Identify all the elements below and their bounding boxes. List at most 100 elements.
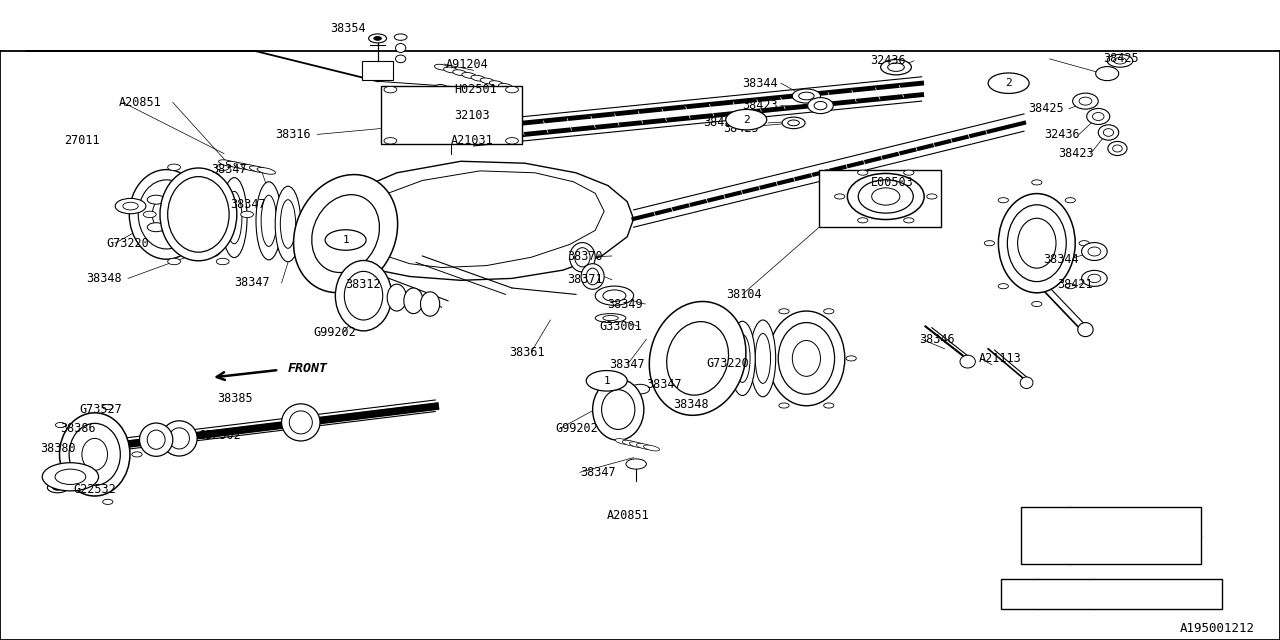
Bar xyxy=(1021,507,1201,564)
Text: 38425: 38425 xyxy=(1028,102,1064,115)
Circle shape xyxy=(1028,527,1064,545)
Circle shape xyxy=(168,164,180,170)
Bar xyxy=(1001,579,1222,609)
Ellipse shape xyxy=(489,81,503,86)
Ellipse shape xyxy=(1018,218,1056,268)
Text: 38347: 38347 xyxy=(609,358,645,371)
Text: 27011: 27011 xyxy=(64,134,100,147)
Text: 38347: 38347 xyxy=(646,378,682,390)
Circle shape xyxy=(55,422,65,428)
Text: A21113: A21113 xyxy=(979,352,1021,365)
Ellipse shape xyxy=(1093,113,1103,120)
Text: 2: 2 xyxy=(1005,78,1012,88)
Text: 38349: 38349 xyxy=(607,298,643,310)
Text: G99202: G99202 xyxy=(314,326,356,339)
Ellipse shape xyxy=(453,70,467,76)
Circle shape xyxy=(384,86,397,93)
Ellipse shape xyxy=(735,334,750,382)
Ellipse shape xyxy=(649,301,746,415)
Ellipse shape xyxy=(152,196,180,232)
Ellipse shape xyxy=(420,292,440,316)
Ellipse shape xyxy=(1088,247,1101,256)
Ellipse shape xyxy=(570,243,595,272)
Text: 38371: 38371 xyxy=(567,273,603,286)
Text: G34001: G34001 xyxy=(1079,516,1124,529)
Text: G22532: G22532 xyxy=(73,483,115,496)
Ellipse shape xyxy=(59,413,131,496)
Ellipse shape xyxy=(792,89,820,103)
Ellipse shape xyxy=(1082,243,1107,260)
Ellipse shape xyxy=(161,421,197,456)
Ellipse shape xyxy=(435,132,451,143)
Ellipse shape xyxy=(404,288,422,314)
Text: 38316: 38316 xyxy=(275,128,311,141)
Ellipse shape xyxy=(438,111,445,116)
Text: G99202: G99202 xyxy=(556,422,598,435)
Circle shape xyxy=(102,404,113,410)
Text: < -'17MY1609>: < -'17MY1609> xyxy=(1098,588,1190,600)
Ellipse shape xyxy=(622,440,639,446)
Circle shape xyxy=(927,194,937,199)
Text: 38347: 38347 xyxy=(230,198,266,211)
Text: 38421: 38421 xyxy=(1057,278,1093,291)
Circle shape xyxy=(858,170,868,175)
Ellipse shape xyxy=(792,340,820,376)
Ellipse shape xyxy=(814,102,827,110)
Text: 2: 2 xyxy=(1016,589,1021,599)
Circle shape xyxy=(52,485,63,490)
Circle shape xyxy=(369,34,387,43)
Circle shape xyxy=(835,194,845,199)
Text: 38423: 38423 xyxy=(1059,147,1094,160)
Circle shape xyxy=(904,218,914,223)
Circle shape xyxy=(1032,301,1042,307)
Text: G73527: G73527 xyxy=(79,403,122,416)
Ellipse shape xyxy=(630,442,645,448)
Circle shape xyxy=(506,86,518,93)
Ellipse shape xyxy=(293,175,398,292)
Ellipse shape xyxy=(1079,97,1092,105)
Ellipse shape xyxy=(1096,67,1119,81)
Ellipse shape xyxy=(242,164,260,171)
Ellipse shape xyxy=(434,64,449,70)
Ellipse shape xyxy=(462,72,476,78)
Ellipse shape xyxy=(644,445,659,451)
Ellipse shape xyxy=(344,271,383,320)
Ellipse shape xyxy=(887,63,905,71)
Ellipse shape xyxy=(433,84,448,95)
Circle shape xyxy=(756,356,767,361)
Circle shape xyxy=(374,36,381,40)
Text: 38425: 38425 xyxy=(1103,52,1139,65)
Ellipse shape xyxy=(498,83,513,90)
Ellipse shape xyxy=(872,188,900,205)
Text: H02501: H02501 xyxy=(454,83,497,96)
Ellipse shape xyxy=(586,268,599,285)
Ellipse shape xyxy=(799,92,814,100)
Ellipse shape xyxy=(289,411,312,434)
Text: 1: 1 xyxy=(1043,531,1048,541)
Ellipse shape xyxy=(616,438,631,445)
Circle shape xyxy=(726,109,767,130)
Ellipse shape xyxy=(227,191,242,244)
Circle shape xyxy=(147,223,165,232)
Circle shape xyxy=(586,371,627,391)
Text: 2: 2 xyxy=(742,115,750,125)
Ellipse shape xyxy=(1108,141,1128,156)
Text: A20851: A20851 xyxy=(119,96,161,109)
Ellipse shape xyxy=(1020,377,1033,388)
Bar xyxy=(381,86,522,144)
Ellipse shape xyxy=(227,161,244,168)
Ellipse shape xyxy=(282,404,320,441)
Ellipse shape xyxy=(602,390,635,429)
Text: 32436: 32436 xyxy=(1044,128,1080,141)
Text: G34012: G34012 xyxy=(1079,543,1124,556)
Circle shape xyxy=(143,211,156,218)
Text: 32436: 32436 xyxy=(870,54,906,67)
Ellipse shape xyxy=(750,320,776,397)
Ellipse shape xyxy=(202,173,228,256)
Ellipse shape xyxy=(69,424,120,485)
Circle shape xyxy=(168,259,180,265)
Ellipse shape xyxy=(960,355,975,368)
Text: 38348: 38348 xyxy=(673,398,709,411)
Ellipse shape xyxy=(730,321,755,396)
Ellipse shape xyxy=(667,322,728,395)
